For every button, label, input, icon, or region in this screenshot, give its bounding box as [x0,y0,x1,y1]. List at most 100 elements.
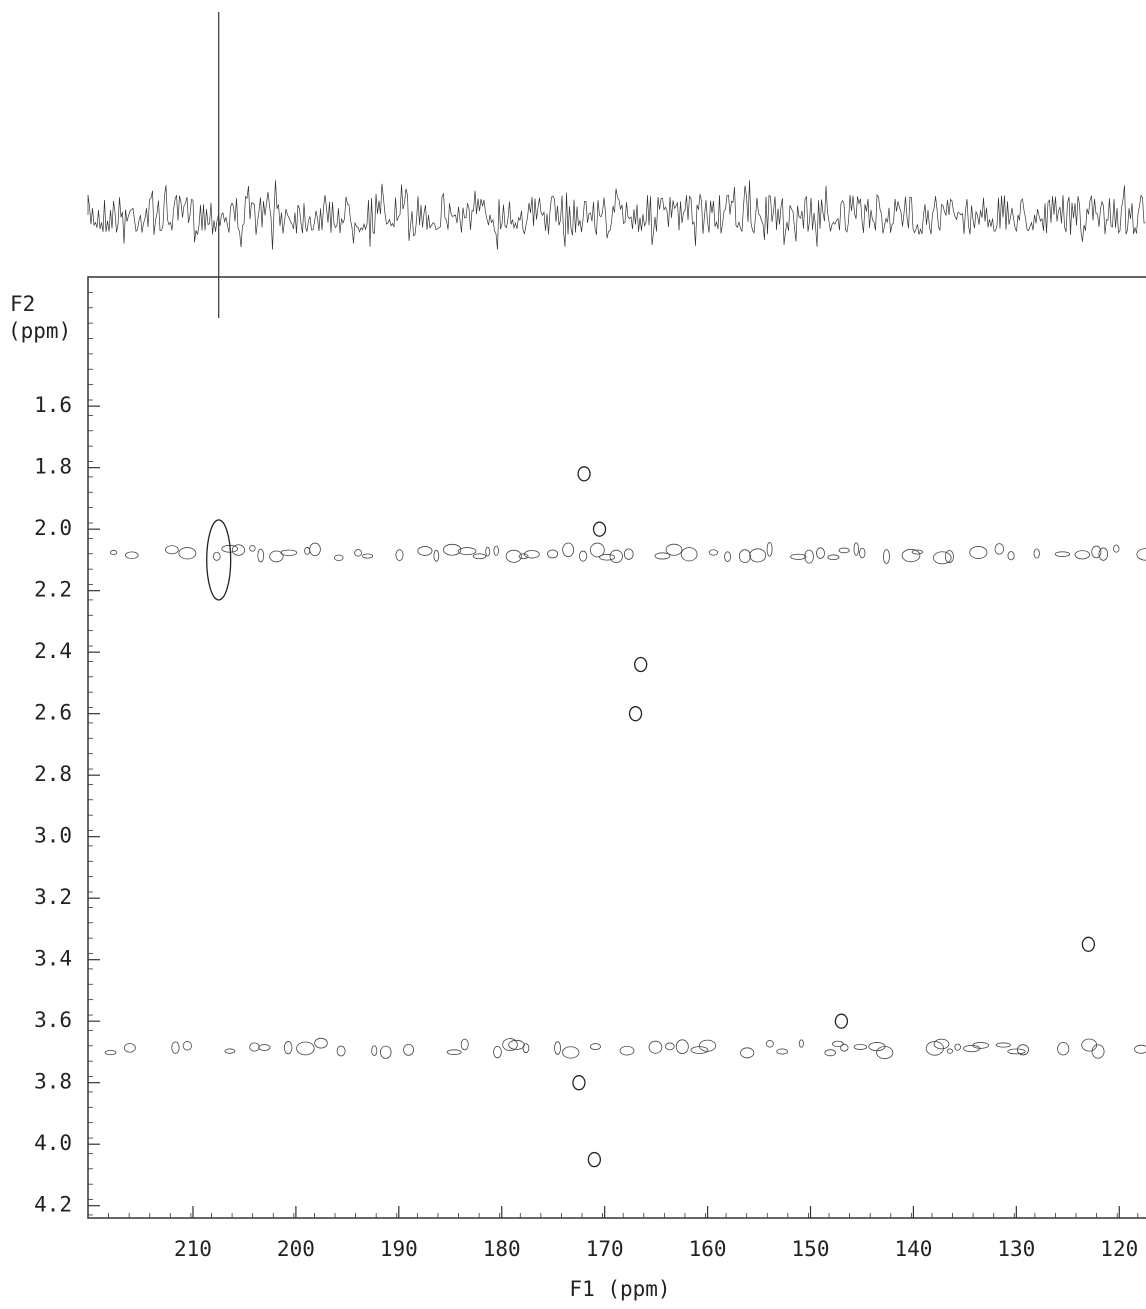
noise-contour [354,549,363,557]
t1-noise [104,541,1146,1060]
noise-contour [1098,547,1109,561]
y-axis-label: (ppm) [8,319,71,343]
noise-contour [304,547,311,555]
noise-contour [309,542,321,557]
noise-contour [547,549,559,559]
noise-contour [472,553,487,560]
noise-contour [1091,545,1102,559]
noise-contour [609,549,623,563]
noise-contour [901,548,921,563]
y-tick-label: 3.4 [34,947,72,971]
noise-contour [859,547,866,559]
noise-contour [182,1041,192,1051]
noise-contour [708,549,718,556]
x-tick-label: 120 [1100,1237,1138,1261]
noise-contour [123,1043,136,1053]
noise-contour [443,543,462,556]
noise-contour [522,1043,530,1054]
noise-contour [740,1047,755,1059]
noise-contour [1113,544,1120,553]
noise-contour [972,1042,990,1049]
noise-contour [590,542,605,558]
noise-contour [665,543,683,556]
y-tick-label: 3.0 [34,824,72,848]
noise-contour [518,553,529,560]
noise-contour [1033,548,1040,559]
noise-contour [110,549,118,555]
x-tick-label: 180 [483,1237,521,1261]
noise-contour [1136,548,1146,561]
noise-contour [269,550,284,563]
noise-contour [249,545,256,552]
y-tick-label: 2.8 [34,762,72,786]
noise-contour [433,549,440,562]
noise-contour [675,1039,689,1054]
noise-contour [554,1041,561,1055]
noise-contour [178,547,197,560]
noise-contour [853,1043,868,1050]
noise-contour [619,1045,635,1056]
noise-contour [698,1039,717,1052]
noise-contour [648,1040,663,1054]
noise-contour [925,1041,944,1056]
noise-contour [816,547,825,559]
y-tick-label: 2.4 [34,639,72,663]
noise-contour [505,549,522,563]
noise-contour [417,546,433,556]
cross-peak [572,1075,586,1091]
y-tick-label: 2.6 [34,701,72,725]
x-tick-label: 200 [277,1237,315,1261]
noise-contour [523,550,540,559]
x-tick-label: 210 [174,1237,212,1261]
noise-contour [766,541,773,557]
noise-contour [1007,551,1015,561]
noise-contour [1091,1044,1105,1059]
noise-contour [765,1039,774,1048]
cross-peak [206,519,232,601]
noise-contour [579,550,588,562]
noise-contour [403,1043,414,1056]
noise-contour [336,1045,346,1057]
noise-contour [212,551,221,561]
noise-contour [231,544,245,556]
noise-contour [911,549,923,555]
noise-contour [460,1038,469,1051]
y-tick-label: 1.8 [34,455,72,479]
noise-contour [125,551,139,559]
noise-contour [882,549,890,564]
noise-contour [493,1045,502,1059]
noise-contour [314,1037,328,1049]
cross-peak [577,466,591,482]
y-tick-label: 2.0 [34,516,72,540]
noise-contour [362,553,374,559]
noise-contour [380,1045,392,1059]
noise-contour [840,1043,849,1052]
noise-contour [485,546,491,557]
noise-contour [371,1045,378,1057]
noise-contour [296,1041,315,1056]
noise-contour [776,1048,788,1055]
noise-contour [1134,1044,1146,1054]
noise-contour [749,548,767,563]
noise-contour [932,551,952,565]
cross-peak [634,656,648,673]
noise-contour [954,1043,961,1051]
noise-contour [724,551,731,562]
noise-contour [680,547,698,562]
noise-contour [623,548,634,560]
noise-contour [838,547,850,554]
noise-contour [946,1048,953,1054]
noise-contour [589,1043,601,1051]
noise-contour [1057,1041,1070,1056]
noise-contour [1016,1044,1029,1056]
x-tick-label: 140 [894,1237,932,1261]
noise-contour [1081,1038,1098,1052]
noise-contour [969,546,988,559]
noise-contour [257,548,265,563]
y-tick-label: 4.0 [34,1131,72,1155]
noise-contour [258,1044,271,1051]
noise-contour [280,549,298,556]
noise-contour [334,554,344,562]
noise-contour [798,1039,804,1048]
